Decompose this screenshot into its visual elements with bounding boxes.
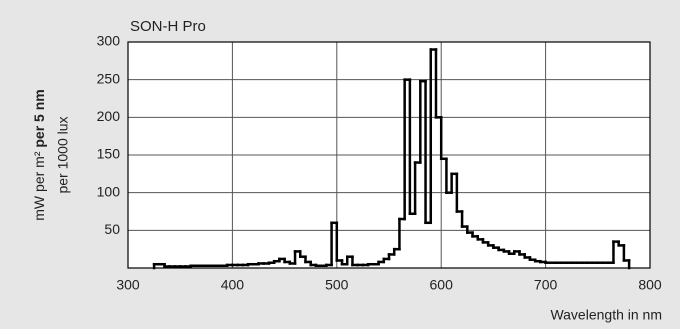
plot-frame bbox=[127, 41, 651, 269]
x-tick-label: 500 bbox=[325, 277, 349, 293]
y-tick-label: 250 bbox=[97, 70, 121, 86]
y-tick-label: 100 bbox=[97, 183, 121, 199]
x-tick-label: 600 bbox=[430, 277, 454, 293]
x-tick-label: 300 bbox=[116, 277, 140, 293]
y-unit: mW per m² bbox=[31, 151, 47, 221]
x-axis-label: Wavelength in nm bbox=[550, 307, 662, 323]
y-axis-label: mW per m² per 5 nm bbox=[31, 89, 47, 220]
y-tick-label: 150 bbox=[97, 146, 121, 162]
y-tick-label: 50 bbox=[104, 221, 120, 237]
y-unit-bold: per 5 nm bbox=[31, 89, 47, 147]
y-tick-label: 300 bbox=[97, 33, 121, 49]
x-tick-label: 700 bbox=[534, 277, 558, 293]
x-tick-label: 400 bbox=[221, 277, 245, 293]
x-tick-label: 800 bbox=[638, 277, 662, 293]
y-tick-label: 200 bbox=[97, 108, 121, 124]
chart-title: SON-H Pro bbox=[130, 18, 206, 35]
y-axis-label-2: per 1000 lux bbox=[55, 116, 71, 193]
